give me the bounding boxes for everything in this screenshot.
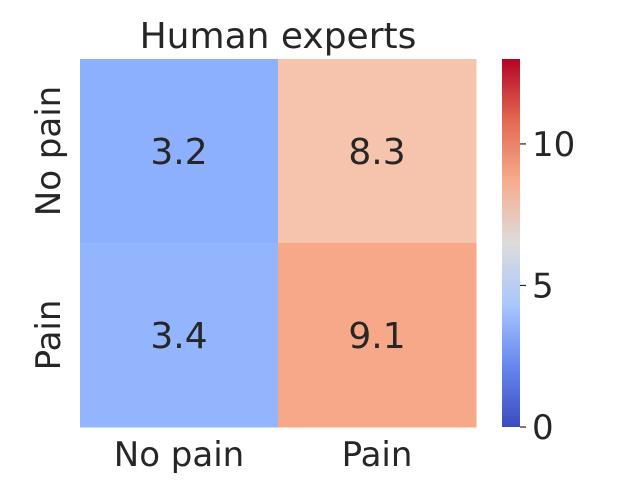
heatmap-cell	[80, 59, 279, 244]
colorbar-tick-label: 10	[532, 125, 575, 165]
x-tick-label: No pain	[114, 435, 244, 475]
colorbar-tick-label: 0	[532, 408, 554, 448]
colorbar-gradient	[502, 59, 520, 427]
colorbar: 0 5 10	[502, 59, 575, 448]
y-tick-labels: No pain Pain	[29, 86, 69, 371]
y-tick-label: No pain	[29, 86, 69, 216]
x-tick-labels: No pain Pain	[114, 435, 413, 475]
x-tick-label: Pain	[342, 435, 413, 475]
heatmap-cells: 3.2 8.3 3.4 9.1	[80, 59, 477, 428]
heatmap-cell	[80, 243, 279, 428]
cell-value-label: 3.2	[150, 132, 207, 173]
colorbar-tick-label: 5	[532, 266, 554, 306]
chart-title: Human experts	[140, 16, 417, 57]
colorbar-ticks: 0 5 10	[520, 125, 575, 448]
cell-value-label: 8.3	[348, 132, 405, 173]
cell-value-label: 3.4	[150, 316, 207, 357]
heatmap-cell	[278, 243, 477, 428]
y-tick-label: Pain	[29, 300, 69, 371]
heatmap-cell	[278, 59, 477, 244]
cell-value-label: 9.1	[348, 316, 405, 357]
